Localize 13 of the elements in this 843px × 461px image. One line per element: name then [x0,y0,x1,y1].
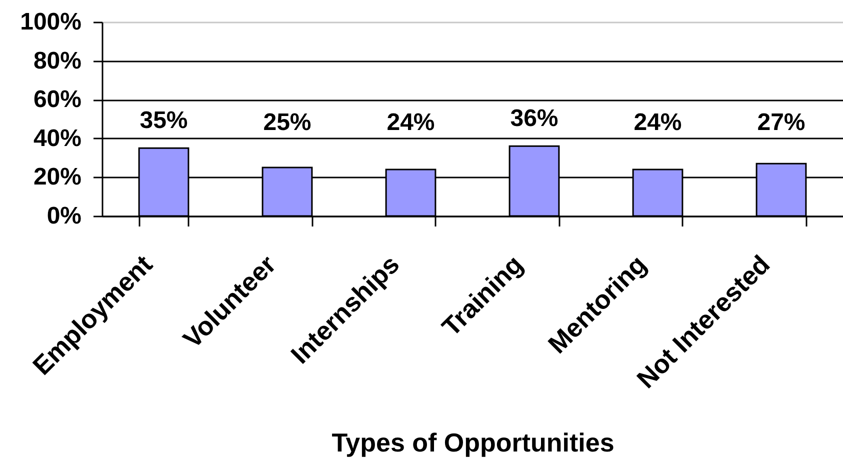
data-label: 24% [634,109,682,136]
data-label: 25% [263,109,312,136]
y-tick-label: 60% [33,86,82,114]
data-label: 24% [386,109,435,136]
y-tick-label: 100% [20,8,82,36]
y-tick-label: 20% [33,164,82,191]
data-label: 35% [140,107,188,134]
data-label: 27% [757,109,806,136]
y-tick-label: 80% [33,47,82,74]
data-label: 36% [510,105,558,132]
y-tick-label: 40% [33,124,82,152]
x-axis-title: Types of Opportunities [332,428,614,458]
y-tick-label: 0% [46,202,82,230]
